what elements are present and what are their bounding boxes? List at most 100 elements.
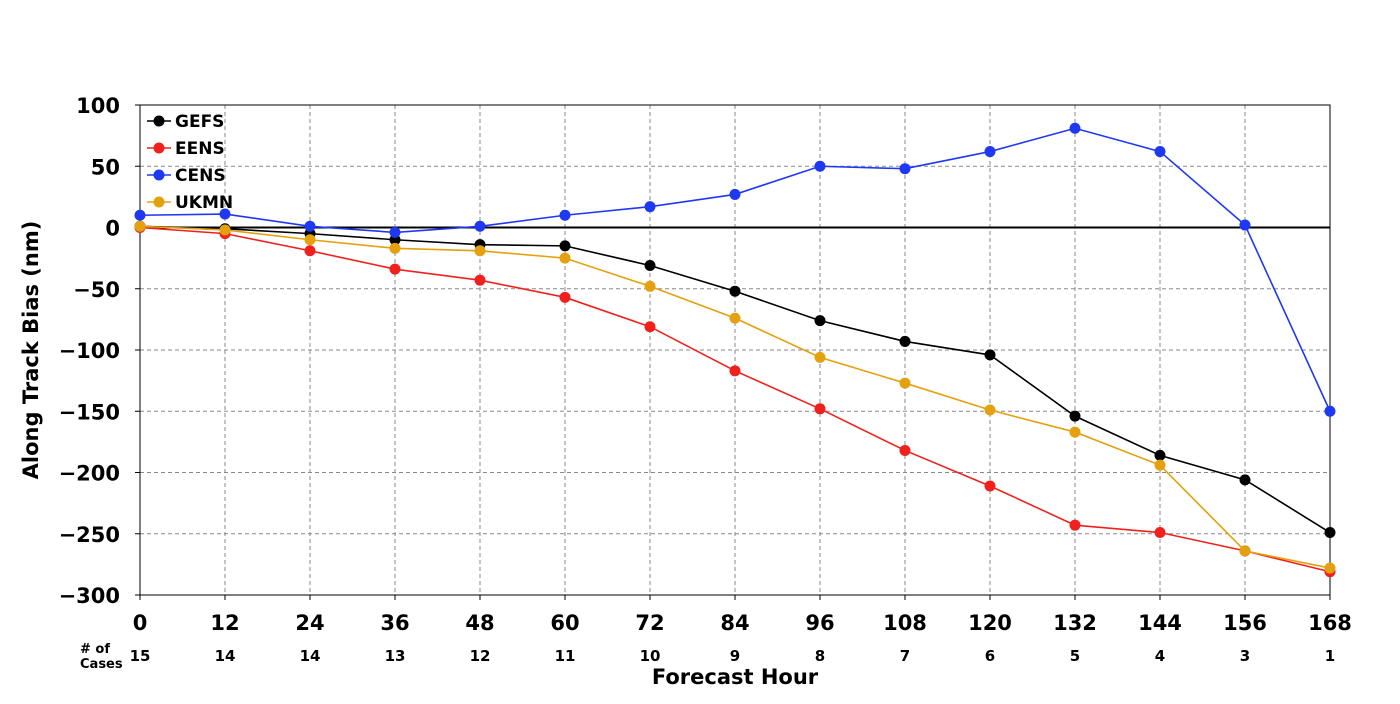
cases-count: 14 (300, 647, 321, 665)
data-point-cens (304, 220, 316, 232)
data-point-cens (1154, 146, 1166, 158)
data-point-gefs (644, 259, 656, 271)
data-point-cens (899, 163, 911, 175)
data-point-cens (559, 209, 571, 221)
y-tick-label: −200 (59, 462, 120, 486)
x-tick-labels: 0 12 24 36 48 60 72 84 96 108 120 132 144 156 168 (133, 611, 1352, 635)
data-point-cens (644, 201, 656, 213)
data-point-cens (474, 220, 486, 232)
data-point-cens (1069, 122, 1081, 134)
data-point-ukmn (1239, 545, 1251, 557)
cases-count: 9 (730, 647, 740, 665)
data-point-eens (729, 365, 741, 377)
cases-count: 15 (130, 647, 151, 665)
data-point-gefs (899, 335, 911, 347)
data-point-ukmn (729, 312, 741, 324)
data-point-eens (474, 274, 486, 286)
data-point-eens (1069, 519, 1081, 531)
cases-count: 8 (815, 647, 825, 665)
data-point-eens (984, 480, 996, 492)
data-point-ukmn (134, 220, 146, 232)
y-tick-label: 0 (105, 217, 120, 241)
cases-count: 12 (470, 647, 491, 665)
data-point-gefs (984, 349, 996, 361)
y-tick-label: −100 (59, 339, 120, 363)
data-point-ukmn (899, 377, 911, 389)
data-point-gefs (1069, 410, 1081, 422)
data-point-ukmn (1324, 562, 1336, 574)
y-tick-labels: 100 50 0 −50 −100 −150 −200 −250 −300 (59, 94, 120, 608)
legend-label-cens: CENS (175, 166, 226, 186)
grid-lines (140, 105, 1330, 595)
cases-count: 10 (640, 647, 661, 665)
data-point-ukmn (389, 242, 401, 254)
y-tick-label: −150 (59, 400, 120, 424)
data-point-ukmn (474, 245, 486, 257)
y-tick-label: −300 (59, 584, 120, 608)
data-point-ukmn (814, 351, 826, 363)
cases-count: 1 (1325, 647, 1335, 665)
legend-marker-cens (153, 169, 165, 181)
x-tick-label: 24 (295, 611, 324, 635)
x-tick-label: 108 (883, 611, 927, 635)
data-point-cens (219, 208, 231, 220)
y-tick-label: 100 (76, 94, 120, 118)
x-tick-label: 132 (1053, 611, 1097, 635)
data-point-ukmn (1069, 426, 1081, 438)
y-tick-label: −250 (59, 523, 120, 547)
y-axis-title: Along Track Bias (nm) (19, 221, 43, 480)
data-point-gefs (1239, 474, 1251, 486)
data-point-cens (134, 209, 146, 221)
x-tick-label: 60 (550, 611, 579, 635)
legend-marker-eens (153, 142, 165, 154)
data-point-cens (729, 188, 741, 200)
data-point-ukmn (644, 280, 656, 292)
x-tick-label: 72 (635, 611, 664, 635)
x-tick-label: 0 (133, 611, 148, 635)
x-tick-label: 12 (210, 611, 239, 635)
data-point-ukmn (559, 252, 571, 264)
cases-count: 13 (385, 647, 406, 665)
data-point-eens (1154, 527, 1166, 539)
axis-ticks (135, 104, 1331, 600)
x-tick-label: 156 (1223, 611, 1267, 635)
data-point-cens (984, 146, 996, 158)
cases-count: 4 (1155, 647, 1165, 665)
data-point-ukmn (984, 404, 996, 416)
cases-count: 6 (985, 647, 995, 665)
data-point-ukmn (1154, 459, 1166, 471)
x-tick-label: 120 (968, 611, 1012, 635)
data-point-ukmn (304, 234, 316, 246)
data-point-eens (899, 444, 911, 456)
legend-marker-gefs (153, 115, 165, 127)
data-point-cens (814, 160, 826, 172)
x-axis-title: Forecast Hour (652, 665, 819, 689)
cases-count: 3 (1240, 647, 1250, 665)
legend-marker-ukmn (153, 196, 165, 208)
legend-label-eens: EENS (175, 139, 225, 159)
data-point-eens (644, 321, 656, 333)
legend-label-ukmn: UKMN (175, 193, 233, 213)
cases-count: 5 (1070, 647, 1080, 665)
data-point-cens (1324, 405, 1336, 417)
series-lines (134, 122, 1336, 578)
x-tick-label: 144 (1138, 611, 1182, 635)
x-tick-label: 84 (720, 611, 749, 635)
data-point-eens (814, 403, 826, 415)
cases-label-line2: Cases (80, 657, 123, 672)
data-point-ukmn (219, 224, 231, 236)
y-tick-label: 50 (91, 155, 120, 179)
data-point-gefs (729, 285, 741, 297)
cases-label-line1: # of (80, 642, 110, 657)
cases-count: 14 (215, 647, 236, 665)
data-point-cens (389, 226, 401, 238)
x-tick-label: 96 (805, 611, 834, 635)
data-point-eens (389, 263, 401, 275)
legend-label-gefs: GEFS (175, 112, 224, 132)
data-point-gefs (1154, 449, 1166, 461)
legend: GEFS EENS CENS UKMN (147, 112, 233, 213)
data-point-gefs (1324, 527, 1336, 539)
series-line-ukmn (139, 225, 1331, 569)
